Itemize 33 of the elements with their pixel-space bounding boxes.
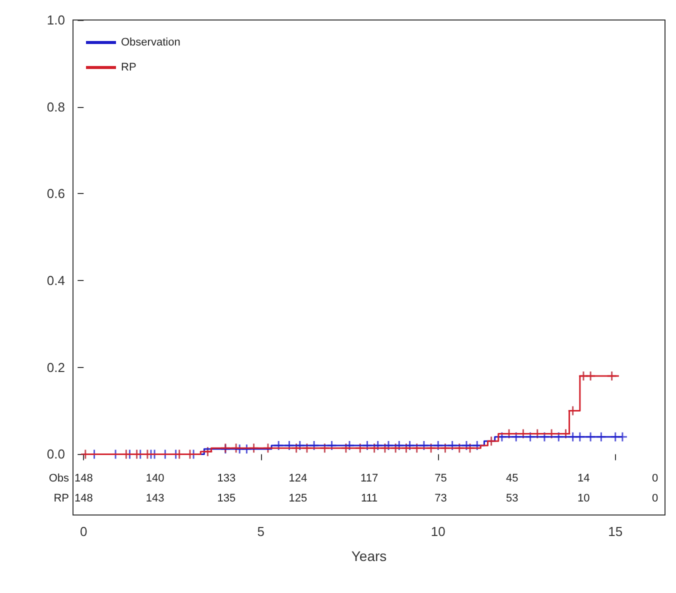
y-tick-label: 0.8 xyxy=(46,99,65,114)
text: RP xyxy=(54,492,69,505)
annotation: 124 xyxy=(288,472,308,484)
annotation: 10 xyxy=(577,492,590,505)
annotation: 148 xyxy=(74,492,93,505)
annotation: 45 xyxy=(506,472,518,484)
y-tick-label: 0.4 xyxy=(46,273,65,288)
y-tick-label: 0.2 xyxy=(46,360,65,375)
legend-label: Observation xyxy=(121,36,180,48)
y-tick-label: 0.0 xyxy=(46,446,65,462)
legend-label: RP xyxy=(121,62,136,74)
annotation: 14 xyxy=(577,472,590,484)
x-tick-label: 10 xyxy=(430,524,446,539)
y-tick-label: 1.0 xyxy=(46,12,65,28)
x-tick-label: 15 xyxy=(608,524,623,539)
annotation: 111 xyxy=(360,492,378,505)
annotation: 53 xyxy=(506,492,518,505)
annotation: 75 xyxy=(434,472,447,484)
annotation: 143 xyxy=(146,492,164,505)
annotation: 0 xyxy=(652,492,658,505)
x-tick-label: 0 xyxy=(80,524,88,539)
x-tick-label: 5 xyxy=(257,524,264,539)
text: Obs xyxy=(48,472,70,484)
annotation: 117 xyxy=(360,472,378,484)
annotation: 133 xyxy=(217,472,236,484)
annotation: 73 xyxy=(434,492,447,505)
annotation: 135 xyxy=(217,492,236,505)
annotation: 148 xyxy=(74,472,93,484)
annotation: 140 xyxy=(146,472,164,484)
annotation: 125 xyxy=(288,492,308,505)
annotation: 0 xyxy=(652,472,658,484)
y-tick-label: 0.6 xyxy=(46,186,65,202)
x-axis-title: Years xyxy=(351,548,387,564)
